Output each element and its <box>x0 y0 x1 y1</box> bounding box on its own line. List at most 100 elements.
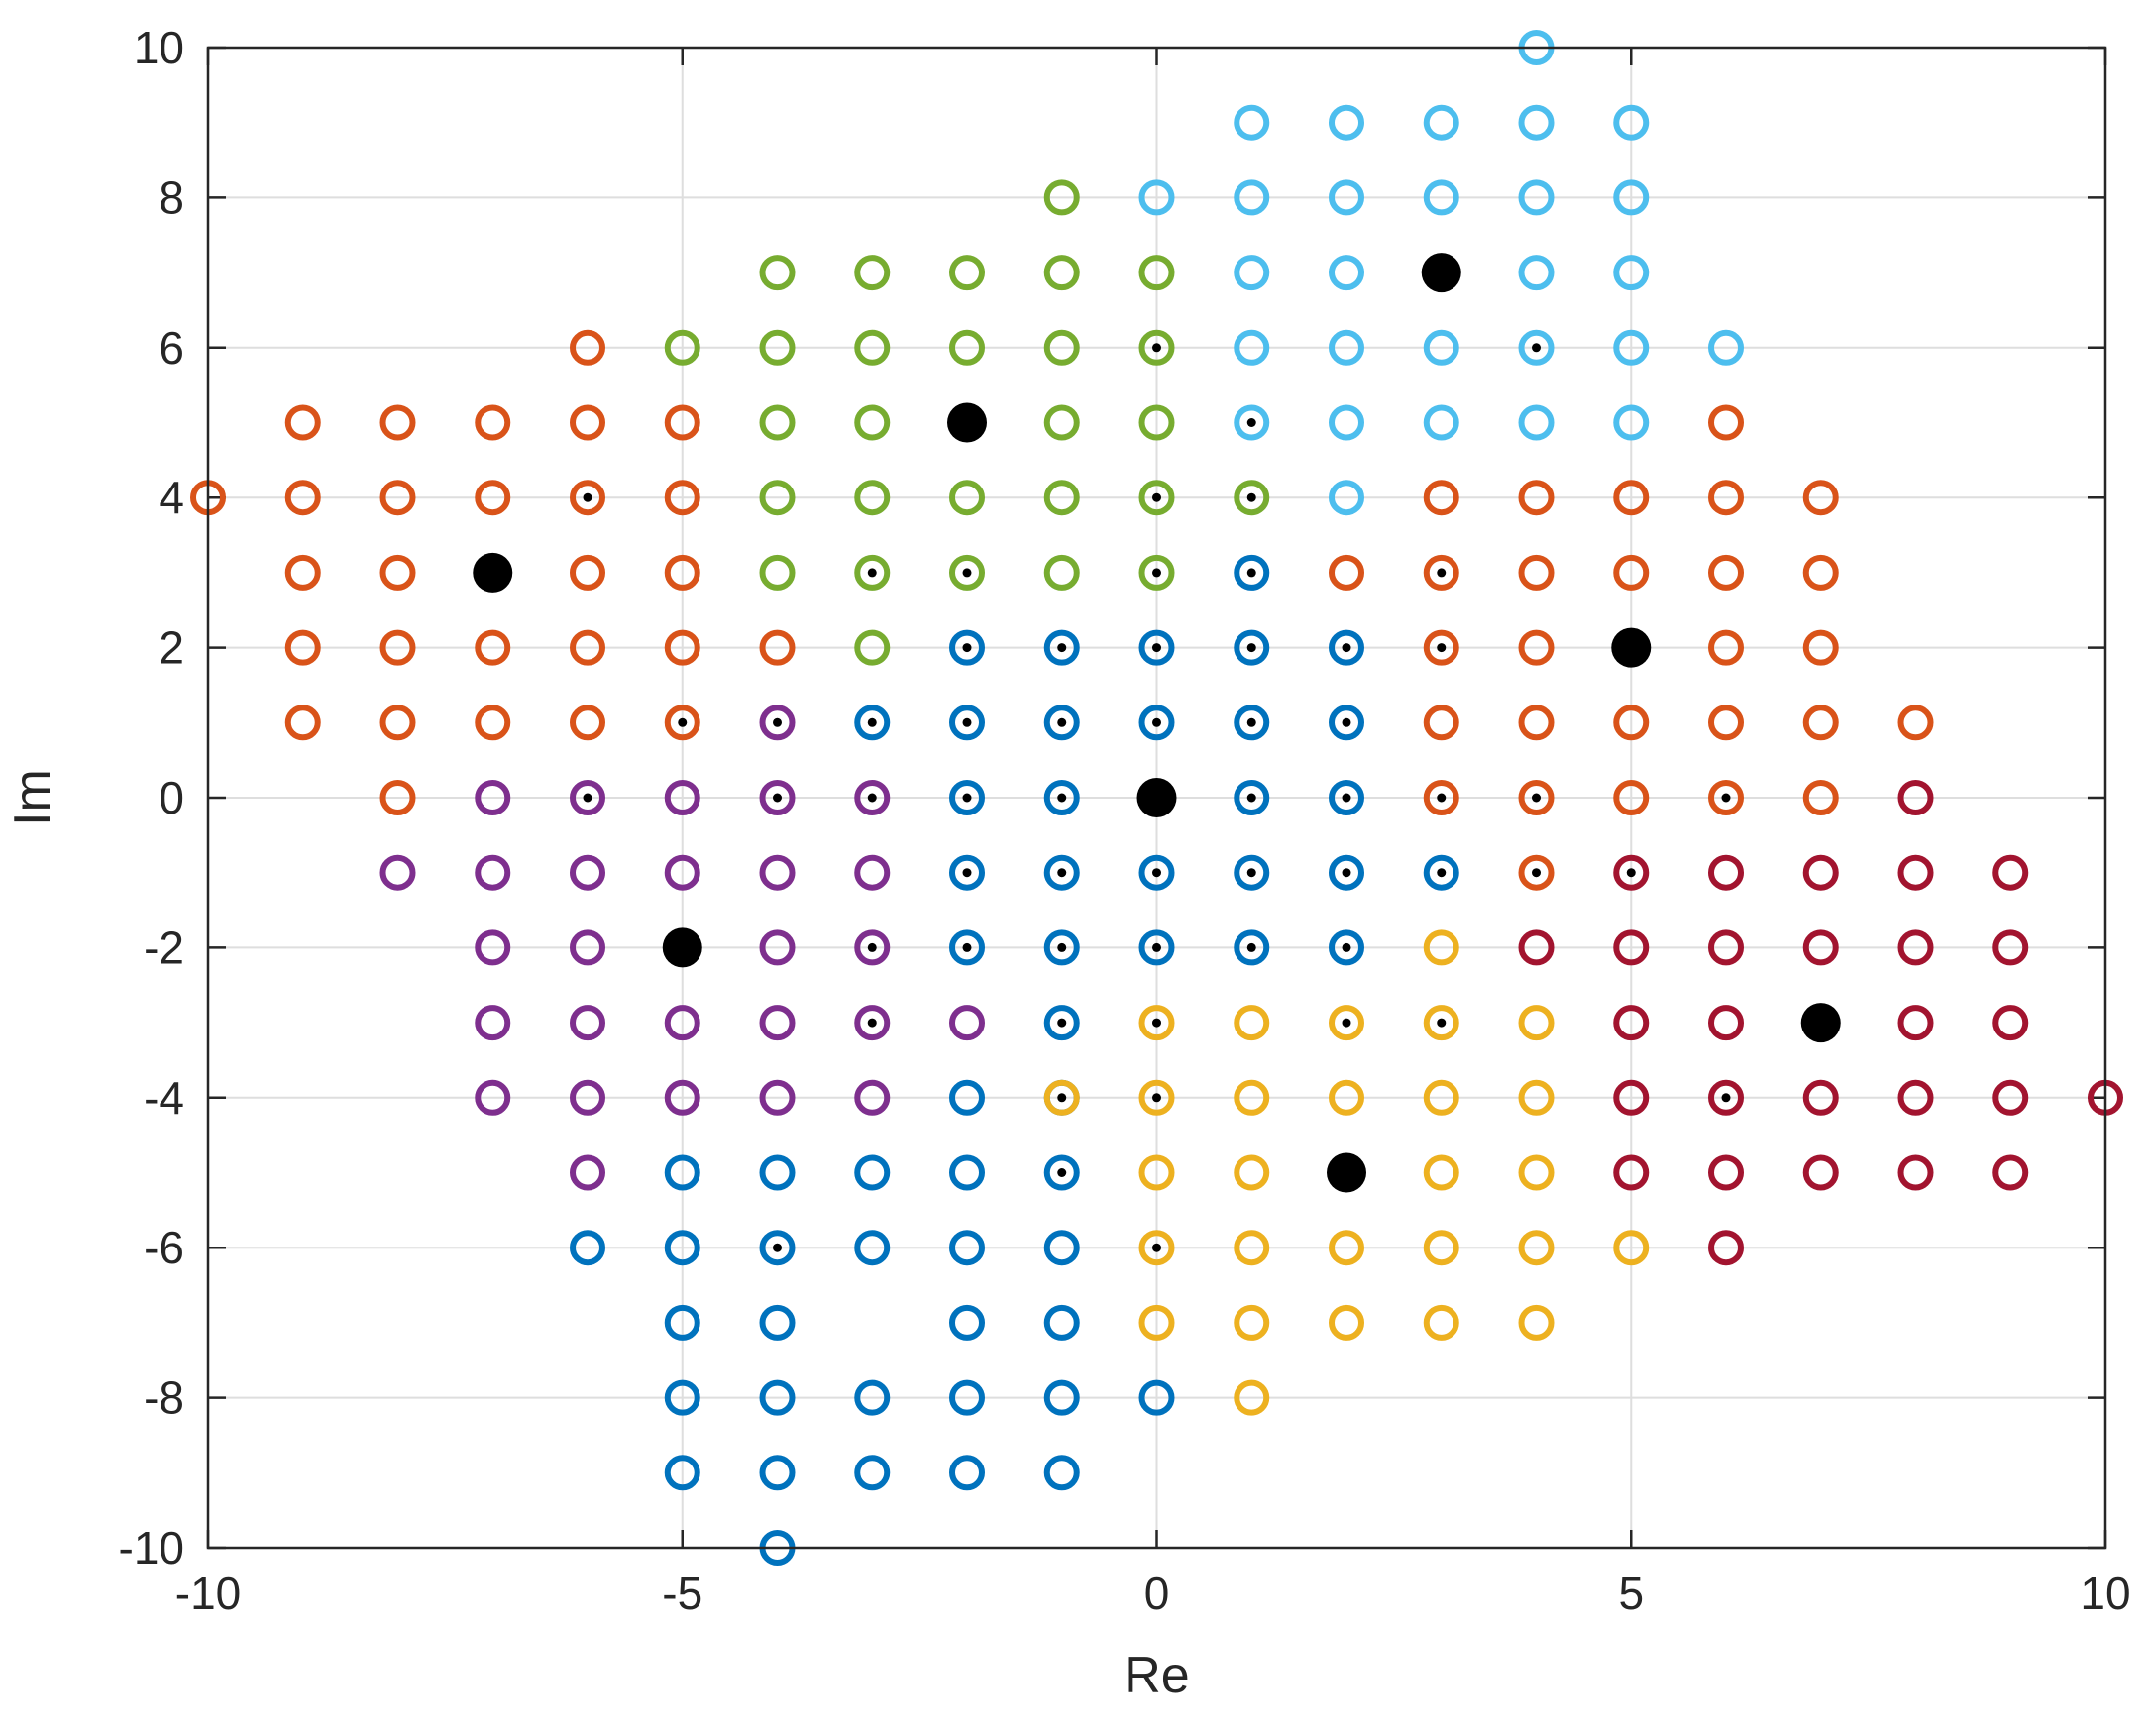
center-dot <box>867 793 877 803</box>
data-point <box>1423 854 1459 891</box>
data-point <box>1423 929 1459 966</box>
data-point <box>1043 929 1080 966</box>
data-point <box>1992 1005 2029 1041</box>
data-point <box>949 705 985 741</box>
center-dot <box>1246 418 1256 427</box>
data-point <box>1802 480 1839 516</box>
center-dot <box>1057 868 1067 878</box>
data-point <box>1138 705 1175 741</box>
data-point <box>1234 929 1270 966</box>
data-point <box>1043 629 1080 666</box>
data-point <box>854 1230 891 1266</box>
data-point <box>854 554 891 591</box>
data-point <box>1518 854 1555 891</box>
data-point <box>1802 1079 1839 1116</box>
center-dot <box>1152 1243 1161 1252</box>
data-point <box>1043 404 1080 441</box>
center-dot <box>1057 942 1067 952</box>
data-point <box>664 404 700 441</box>
data-point <box>759 404 796 441</box>
data-point <box>949 854 985 891</box>
x-tick-label: -5 <box>662 1568 702 1619</box>
region-center-point <box>473 552 513 593</box>
data-point <box>284 554 321 591</box>
center-dot <box>773 1243 782 1252</box>
data-point <box>570 480 605 516</box>
data-point <box>854 1455 891 1491</box>
data-point <box>1423 629 1459 666</box>
data-point <box>759 1455 796 1491</box>
data-point <box>1613 929 1650 966</box>
y-tick-label: 0 <box>159 772 184 823</box>
data-point <box>1708 1005 1744 1041</box>
center-dot <box>1532 343 1541 353</box>
data-point <box>1234 705 1270 741</box>
center-dot <box>962 568 972 578</box>
data-point <box>1423 104 1459 141</box>
y-tick-label: 4 <box>159 472 184 523</box>
data-point <box>1043 179 1080 216</box>
data-point <box>1518 1154 1555 1191</box>
data-point <box>284 705 321 741</box>
data-point <box>1992 854 2029 891</box>
data-point <box>1138 179 1175 216</box>
data-point <box>1802 554 1839 591</box>
data-point <box>1234 1005 1270 1041</box>
data-point <box>1518 705 1555 741</box>
data-point <box>1234 329 1270 366</box>
data-point <box>570 780 605 815</box>
data-point <box>379 705 416 741</box>
data-point <box>1043 554 1080 591</box>
data-point <box>1992 929 2029 966</box>
data-point <box>854 1005 891 1041</box>
data-point <box>1518 1304 1555 1341</box>
data-point <box>1518 179 1555 216</box>
data-point <box>1613 329 1650 366</box>
data-point <box>759 255 796 291</box>
data-point <box>1897 1154 1934 1191</box>
data-point <box>1043 1304 1080 1341</box>
data-point <box>1234 1230 1270 1266</box>
data-point <box>475 854 511 891</box>
data-point <box>1897 780 1934 815</box>
data-point <box>1518 1005 1555 1041</box>
center-dot <box>1152 942 1161 952</box>
data-point <box>854 1379 891 1416</box>
data-point <box>949 1379 985 1416</box>
data-point <box>1329 255 1364 291</box>
data-point <box>1043 255 1080 291</box>
data-point <box>1234 480 1270 516</box>
center-dot <box>867 1018 877 1028</box>
center-dot <box>962 717 972 727</box>
data-point <box>1138 1079 1175 1116</box>
data-point <box>759 554 796 591</box>
data-point <box>1138 1230 1175 1266</box>
data-point <box>949 554 985 591</box>
data-point <box>1138 554 1175 591</box>
data-point <box>1138 854 1175 891</box>
center-dot <box>1246 568 1256 578</box>
data-point <box>1802 780 1839 815</box>
center-dot <box>1437 643 1447 653</box>
data-point <box>1329 854 1364 891</box>
center-dot <box>1246 643 1256 653</box>
data-point <box>1138 1304 1175 1341</box>
center-dot <box>583 492 592 502</box>
data-point <box>949 929 985 966</box>
data-point <box>759 705 796 741</box>
data-point <box>1897 1079 1934 1116</box>
center-dot <box>1057 1018 1067 1028</box>
data-point <box>1613 104 1650 141</box>
data-point <box>1234 554 1270 591</box>
data-point <box>570 705 605 741</box>
data-point <box>379 854 416 891</box>
data-point <box>284 629 321 666</box>
data-point <box>1423 1154 1459 1191</box>
data-point <box>1708 780 1744 815</box>
x-tick-label: 0 <box>1144 1568 1170 1619</box>
center-dot <box>1152 868 1161 878</box>
data-point <box>1518 629 1555 666</box>
data-point <box>1234 1379 1270 1416</box>
data-point <box>664 1455 700 1491</box>
